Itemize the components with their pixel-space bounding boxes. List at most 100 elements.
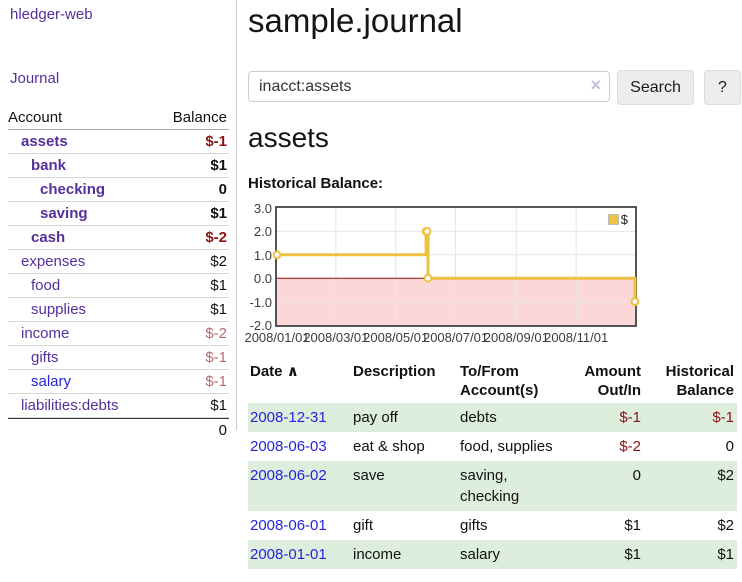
account-link[interactable]: salary — [31, 373, 72, 390]
transaction-description: save — [353, 467, 385, 484]
transaction-description: gift — [353, 517, 374, 534]
account-heading: assets — [248, 122, 329, 153]
account-balance: $1 — [210, 157, 227, 174]
y-axis-tick-label: -2.0 — [249, 318, 272, 333]
account-row: expenses $2 — [8, 250, 229, 274]
account-row: saving $1 — [8, 202, 229, 226]
account-link[interactable]: assets — [21, 133, 68, 150]
transaction-balance: $2 — [717, 517, 734, 534]
transaction-description: pay off — [353, 409, 398, 426]
transaction-balance: 0 — [725, 438, 734, 455]
account-row: cash $-2 — [8, 226, 229, 250]
sidebar-item-journal[interactable]: Journal — [10, 70, 60, 87]
account-row: food $1 — [8, 274, 229, 298]
chart-title: Historical Balance: — [248, 175, 384, 192]
transaction-date-link[interactable]: 2008-06-02 — [250, 467, 327, 484]
accounts-table: Account Balance assets $-1 bank $1 check… — [8, 106, 229, 442]
app-brand-link[interactable]: hledger-web — [10, 6, 93, 23]
account-link[interactable]: saving — [40, 205, 88, 222]
account-row: salary $-1 — [8, 370, 229, 394]
account-link[interactable]: checking — [40, 181, 106, 198]
account-link[interactable]: supplies — [31, 301, 87, 318]
account-balance: 0 — [218, 181, 227, 198]
transaction-accounts: saving, checking — [460, 467, 520, 505]
account-row: assets $-1 — [8, 130, 229, 154]
search-input[interactable] — [248, 71, 610, 102]
y-axis-tick-label: -1.0 — [249, 294, 272, 310]
transaction-balance: $1 — [717, 546, 734, 563]
account-balance: $1 — [210, 397, 227, 414]
sidebar: hledger-web Journal Account Balance asse… — [0, 0, 237, 439]
search-button[interactable]: Search — [617, 70, 694, 105]
transaction-description: income — [353, 546, 402, 563]
x-axis-tick-label: 2008/03/01 — [303, 330, 369, 345]
account-link[interactable]: bank — [31, 157, 67, 174]
register-col-description: Description — [353, 363, 436, 380]
account-balance: $-2 — [205, 325, 227, 342]
chart-canvas — [272, 208, 640, 325]
register-row: 2008-06-03 eat & shop food, supplies $-2… — [248, 432, 737, 461]
x-axis-tick-label: 2008/11/01 — [544, 330, 609, 345]
legend-label: $ — [620, 212, 628, 227]
transaction-description: eat & shop — [353, 438, 425, 455]
register-row: 2008-01-01 income salary $1 $1 — [248, 540, 737, 569]
sort-asc-icon: ∧ — [286, 363, 299, 380]
account-link[interactable]: expenses — [21, 253, 86, 270]
transaction-date-link[interactable]: 2008-06-01 — [250, 517, 327, 534]
account-row: gifts $-1 — [8, 346, 229, 370]
transaction-amount: $1 — [624, 517, 641, 534]
accounts-total-value: 0 — [218, 422, 227, 439]
help-button[interactable]: ? — [704, 70, 741, 105]
account-balance: $-1 — [205, 373, 227, 390]
register-row: 2008-06-02 save saving, checking 0 $2 — [248, 461, 737, 511]
y-axis-tick-label: 0.0 — [253, 271, 272, 287]
account-balance: $1 — [210, 301, 227, 318]
transaction-accounts: salary — [460, 546, 501, 563]
x-axis-tick-label: 2008/01/01 — [244, 330, 310, 345]
account-link[interactable]: gifts — [31, 349, 59, 366]
transaction-accounts: gifts — [460, 517, 488, 534]
historical-balance-chart: 3.0 2.0 1.0 0.0 -1.0 -2.0 $ 2008/01/01 2008/03… — [244, 201, 742, 348]
account-balance: $-1 — [205, 133, 227, 150]
register-col-date[interactable]: Date ∧ — [250, 363, 299, 380]
page-title: sample.journal — [248, 2, 463, 39]
account-balance: $-1 — [205, 349, 227, 366]
clear-search-icon[interactable]: × — [590, 75, 601, 95]
account-row: bank $1 — [8, 154, 229, 178]
y-axis-tick-label: 2.0 — [253, 224, 272, 240]
chart-legend: $ — [607, 212, 628, 227]
transaction-date-link[interactable]: 2008-06-03 — [250, 438, 327, 455]
account-row: income $-2 — [8, 322, 229, 346]
register-col-accounts: To/From Account(s) — [460, 363, 539, 399]
accounts-total-row: 0 — [8, 418, 229, 442]
transaction-balance: $-1 — [712, 409, 734, 426]
account-link[interactable]: cash — [31, 229, 66, 246]
register-col-amount: Amount Out/In — [584, 363, 641, 399]
main-content: sample.journal × Search ? assets Histori… — [244, 0, 742, 582]
y-axis-tick-label: 3.0 — [253, 201, 272, 216]
transaction-amount: $1 — [624, 546, 641, 563]
search-form: × Search ? — [248, 70, 742, 106]
register-table: Date ∧ Description To/From Account(s) Am… — [248, 360, 737, 569]
transaction-date-link[interactable]: 2008-01-01 — [250, 546, 327, 563]
legend-color-swatch — [607, 214, 619, 225]
transaction-accounts: debts — [460, 409, 497, 426]
accounts-table-header: Account Balance — [8, 106, 229, 130]
account-balance: $2 — [210, 253, 227, 270]
account-balance: $1 — [210, 205, 227, 222]
account-link[interactable]: income — [21, 325, 70, 342]
accounts-col-balance: Balance — [172, 109, 227, 126]
account-link[interactable]: liabilities:debts — [21, 397, 119, 414]
account-row: checking 0 — [8, 178, 229, 202]
register-row: 2008-12-31 pay off debts $-1 $-1 — [248, 403, 737, 432]
account-row: liabilities:debts $1 — [8, 394, 229, 418]
account-balance: $1 — [210, 277, 227, 294]
transaction-accounts: food, supplies — [460, 438, 553, 455]
transaction-amount: $-1 — [619, 409, 641, 426]
account-link[interactable]: food — [31, 277, 61, 294]
transaction-amount: 0 — [632, 467, 641, 484]
y-axis-tick-label: 1.0 — [253, 247, 272, 263]
x-axis-tick-label: 2008/07/01 — [422, 330, 489, 345]
transaction-date-link[interactable]: 2008-12-31 — [250, 409, 327, 426]
transaction-amount: $-2 — [619, 438, 641, 455]
